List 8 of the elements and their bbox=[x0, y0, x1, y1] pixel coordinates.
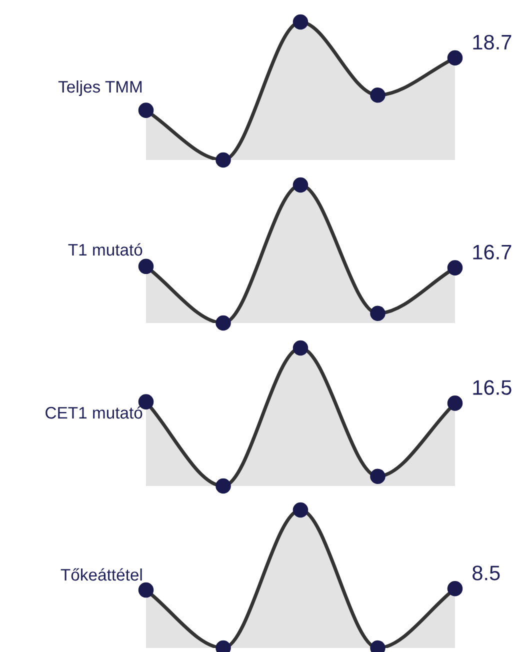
y-axis-title: Teljes TMM bbox=[58, 80, 142, 96]
y-axis-title: T1 mutató bbox=[68, 243, 142, 256]
annotation: 8.5 bbox=[472, 566, 500, 580]
annotation: 16.7 bbox=[473, 244, 512, 260]
y-axis-title: Tőkeáttétel bbox=[60, 568, 142, 581]
y-axis-title: CET1 mutató bbox=[46, 406, 142, 419]
annotation: 16.5 bbox=[473, 380, 512, 395]
annotation: 18.7 bbox=[473, 34, 512, 50]
